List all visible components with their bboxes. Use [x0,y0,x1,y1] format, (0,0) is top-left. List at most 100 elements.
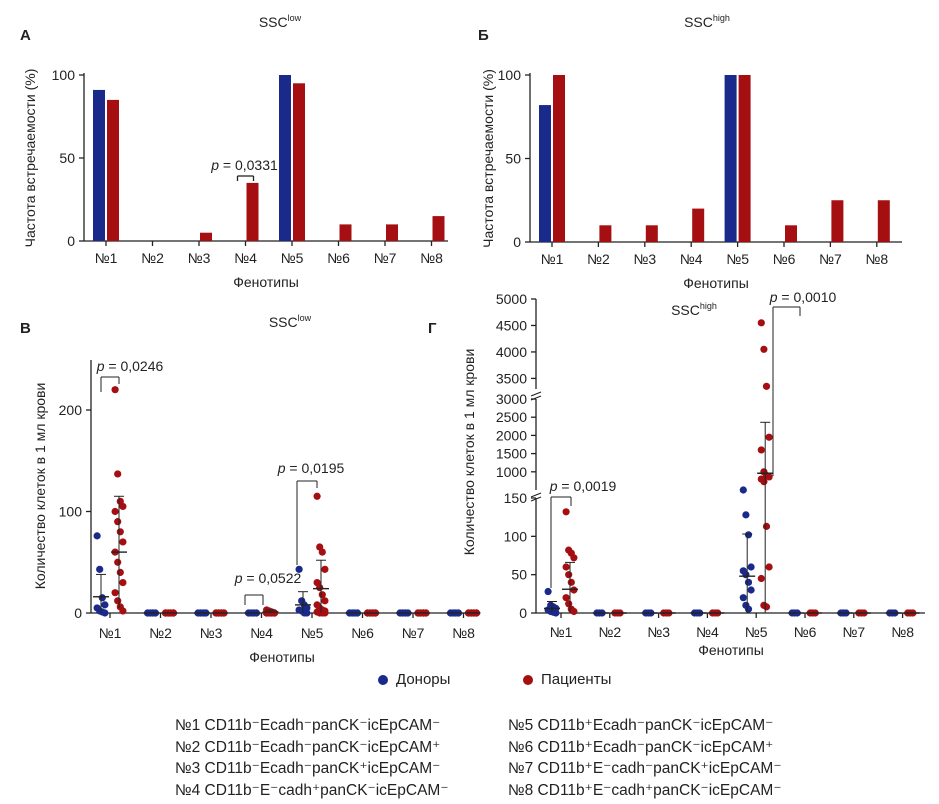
data-point [762,603,771,611]
y-tick-label: 3000 [496,391,527,407]
data-point [111,589,119,597]
data-point [757,574,765,583]
x-tick-label: №3 [633,251,656,267]
bar [432,216,445,241]
patients-marker-icon [523,674,533,685]
x-tick-label: №7 [374,250,397,266]
data-point [321,597,329,605]
data-point [757,319,765,327]
data-point [565,600,573,608]
y-axis-label: Количество клеток в 1 мл крови [32,383,48,590]
y-tick-label: 100 [504,528,528,544]
y-axis-label: Количество клеток в 1 мл крови [461,349,477,556]
x-tick-label: №4 [696,624,719,640]
x-tick-label: №8 [420,250,443,266]
x-tick-label: №1 [541,251,564,267]
y-tick-label: 0 [67,233,75,249]
y-tick-label: 1500 [496,446,527,462]
data-point [747,563,755,571]
x-tick-label: №8 [865,251,888,267]
data-point [570,554,578,562]
data-point [101,601,109,609]
x-tick-label: №7 [842,624,865,640]
data-point [562,563,570,571]
phenotype-def-2: №2 CD11b⁻Ecadh⁻panCK⁻icEpCAM⁺ [175,738,441,756]
data-point [760,478,768,486]
data-point [318,548,326,556]
x-tick-label: №8 [891,624,914,640]
data-point [270,609,278,617]
bar [831,200,844,242]
bar [599,225,612,242]
data-point [295,565,303,573]
data-point [757,446,765,454]
data-point [93,532,101,540]
chart-title: SSChigh [684,13,730,30]
chart-title: SSChigh [671,301,717,318]
chart-title: SSClow [269,313,312,330]
bar [645,225,658,242]
axis-break-mark [530,496,542,502]
x-tick-label: №3 [200,625,223,641]
bar [246,182,259,241]
panel-letter-В: В [20,320,31,337]
data-point [570,607,578,616]
data-point [565,571,573,579]
y-tick-label: 100 [52,67,76,83]
bar [339,224,352,241]
data-point [114,470,122,478]
x-axis-label: Фенотипы [233,274,299,290]
data-point [313,492,321,500]
x-tick-label: №8 [452,625,475,641]
x-tick-label: №2 [598,624,621,640]
y-tick-label: 1000 [496,464,527,480]
data-point [96,565,104,573]
bar [200,232,212,241]
bar [279,75,291,241]
data-point [119,607,127,615]
phenotype-def-7: №7 CD11b⁺E⁻cadh⁻panCK⁺icEpCAM⁻ [508,760,782,777]
data-point [765,433,773,441]
data-point [562,508,570,516]
p-value-label: p = 0,0522 [234,570,302,586]
phenotype-def-3: №3 CD11b⁻Ecadh⁻panCK⁺icEpCAM⁻ [175,760,441,777]
donors-marker-icon [378,674,388,685]
p-value-label: p = 0,0331 [210,157,278,173]
y-tick-label: 50 [505,151,521,167]
panel-letter-Б: Б [478,27,489,44]
x-tick-label: №4 [234,250,257,266]
data-point [544,587,552,596]
data-point [552,609,560,617]
phenotype-def-8: №8 CD11b⁺E⁻cadh⁺panCK⁻icEpCAM⁻ [508,781,782,799]
bar [877,200,890,242]
x-axis-label: Фенотипы [698,642,764,658]
bar [539,105,551,242]
data-point [111,386,119,394]
legend-item-donors: Доноры [378,671,450,688]
y-tick-label: 2000 [496,427,527,443]
bar [293,83,305,241]
bar [93,89,105,241]
x-tick-label: №4 [680,251,703,267]
data-point [114,558,122,566]
x-tick-label: №2 [149,625,172,641]
y-tick-label: 50 [511,567,527,583]
x-tick-label: №7 [819,251,842,267]
x-tick-label: №6 [327,250,350,266]
panel-letter-А: А [20,27,31,44]
x-tick-label: №1 [99,625,122,641]
bar [692,208,705,242]
y-tick-label: 0 [519,605,527,621]
chart-title: SSClow [259,13,302,30]
y-tick-label: 2500 [496,409,527,425]
x-tick-label: №3 [188,250,211,266]
data-point [119,578,127,587]
data-point [739,486,747,494]
y-tick-label: 150 [504,490,528,506]
phenotype-def-1: №1 CD11b⁻Ecadh⁻panCK⁻icEpCAM⁻ [175,717,441,734]
phenotype-def-4: №4 CD11b⁻E⁻cadh⁺panCK⁻icEpCAM⁻ [175,781,449,799]
bar [724,75,737,242]
p-value-label: p = 0,0195 [277,460,345,476]
data-point [762,522,771,530]
